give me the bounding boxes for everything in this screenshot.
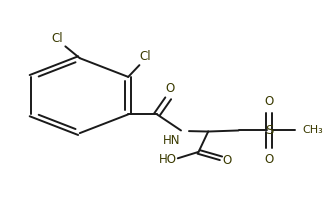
Text: HN: HN — [163, 134, 180, 147]
Text: O: O — [222, 154, 231, 167]
Text: O: O — [264, 153, 274, 166]
Text: CH₃: CH₃ — [302, 125, 323, 135]
Text: O: O — [264, 95, 274, 108]
Text: O: O — [165, 82, 174, 95]
Text: HO: HO — [159, 153, 177, 166]
Text: S: S — [265, 124, 273, 137]
Text: Cl: Cl — [51, 32, 63, 45]
Text: Cl: Cl — [139, 50, 151, 63]
